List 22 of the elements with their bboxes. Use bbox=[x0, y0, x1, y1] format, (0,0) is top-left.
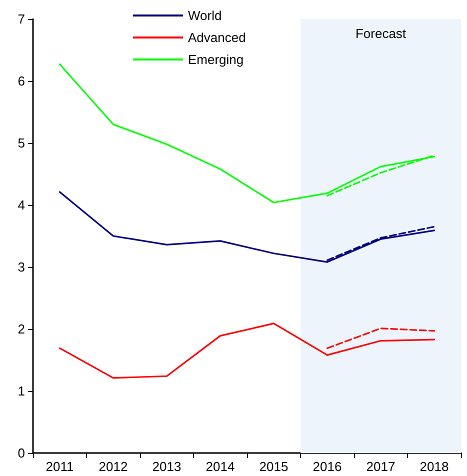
y-tick-label: 2 bbox=[18, 322, 25, 336]
legend-label: Advanced bbox=[188, 30, 246, 45]
y-tick-label: 0 bbox=[18, 446, 25, 460]
y-tick-label: 6 bbox=[18, 74, 25, 88]
band-label: Forecast bbox=[355, 26, 406, 41]
x-tick-label: 2014 bbox=[206, 459, 235, 474]
x-tick-label: 2012 bbox=[98, 459, 128, 474]
x-tick-label: 2018 bbox=[420, 459, 449, 474]
y-tick-label: 4 bbox=[18, 198, 25, 212]
x-tick-label: 2015 bbox=[259, 459, 288, 474]
x-tick-label: 2011 bbox=[46, 459, 74, 474]
line-series bbox=[58, 322, 436, 379]
x-tick-label: 2016 bbox=[312, 459, 342, 474]
x-tick-label: 2017 bbox=[366, 459, 396, 474]
legend-label: World bbox=[188, 8, 222, 23]
y-tick-label: 5 bbox=[18, 136, 25, 150]
legend-label: Emerging bbox=[188, 52, 244, 67]
x-tick-label: 2013 bbox=[152, 459, 182, 474]
y-tick-label: 7 bbox=[18, 12, 25, 26]
line-series bbox=[58, 191, 436, 263]
y-tick-label: 1 bbox=[18, 384, 25, 398]
y-tick-label: 3 bbox=[18, 260, 25, 274]
